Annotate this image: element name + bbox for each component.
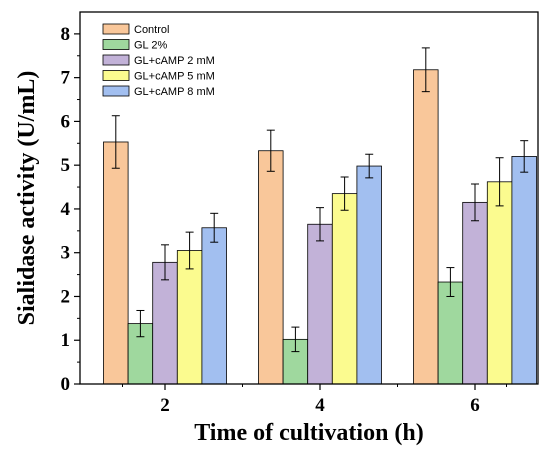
error-bar-1-4 [266,129,275,172]
legend-label-4: GL+cAMP 5 mM [134,71,215,83]
legend-swatch-3 [102,54,130,66]
bar-1-6 [413,69,439,385]
legend-swatch-5 [102,85,130,97]
y-axis-label: Sialidase activity (U/mL) [14,71,40,326]
bar-5-2 [201,227,227,385]
error-bar-5-4 [365,153,374,179]
bar-4-2 [176,250,203,385]
legend: Control GL 2% GL+cAMP 2 mM GL+cAMP 5 mM GL+c… [102,23,215,98]
legend-label-3: GL+cAMP 2 mM [134,55,215,67]
bar-4-6 [486,181,513,385]
error-bar-1-2 [111,115,120,169]
y-tick-label: 5 [61,155,71,176]
y-axis: 0 1 2 3 4 5 6 7 8 [61,24,80,395]
y-tick-label: 4 [61,199,71,220]
error-bar-1-6 [421,47,430,93]
y-tick-label: 8 [61,24,71,45]
legend-swatch-1 [102,23,130,35]
error-bar-2-6 [446,267,455,297]
legend-label-1: Control [134,24,169,36]
error-bar-2-4 [291,326,300,353]
y-tick-label: 1 [61,330,71,351]
error-bars-layer [111,47,529,353]
y-tick-label: 3 [61,243,71,264]
x-axis-label: Time of cultivation (h) [194,420,424,446]
legend-swatch-4 [102,70,130,81]
x-tick-label: 2 [160,395,170,416]
y-tick-label: 2 [61,286,71,307]
error-bar-3-6 [471,183,479,222]
y-tick-label: 7 [61,68,71,89]
bar-3-6 [462,201,488,385]
x-tick-label: 4 [315,395,325,416]
bar-4-4 [331,193,358,385]
error-bar-3-4 [316,207,324,242]
y-tick-label: 0 [61,374,71,395]
bar-1-4 [258,150,284,385]
bar-3-2 [152,261,178,385]
legend-label-2: GL 2% [134,40,167,52]
plot-frame [79,11,539,385]
bar-3-4 [307,223,333,385]
legend-label-5: GL+cAMP 8 mM [134,86,215,98]
error-bar-5-2 [210,212,219,243]
bar-1-2 [103,141,129,385]
error-bar-3-2 [161,244,169,281]
error-bar-2-2 [136,309,145,338]
error-bar-5-6 [520,140,529,173]
bar-2-6 [437,281,464,385]
error-bar-4-6 [495,157,504,207]
legend-swatch-2 [102,39,130,50]
bar-5-4 [356,165,382,385]
y-tick-label: 6 [61,111,71,132]
bar-5-6 [511,156,537,385]
error-bar-4-2 [185,231,194,270]
error-bar-4-4 [340,176,349,211]
x-tick-label: 6 [470,395,480,416]
x-axis: 2 4 6 [122,384,507,416]
